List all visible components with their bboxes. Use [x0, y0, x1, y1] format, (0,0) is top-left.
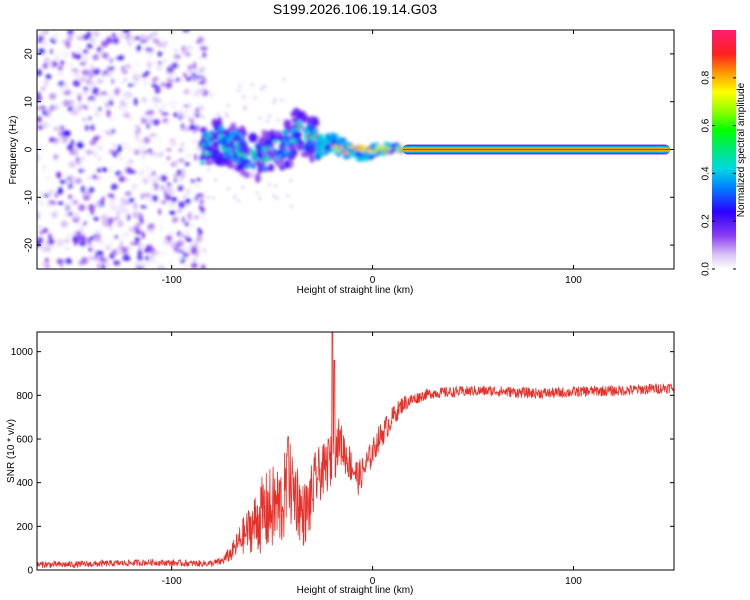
snr-y-axis-label: SNR (10 * v/v): [6, 419, 17, 483]
colorbar-tick-label: 0.2: [701, 214, 712, 228]
spectrogram-y-axis-label: Frequency (Hz): [8, 116, 19, 185]
spectrogram-x-tick-label: 0: [370, 275, 376, 286]
snr-y-tick-label: 800: [16, 391, 33, 402]
colorbar-ticks: 0.0 0.2 0.4 0.6 0.8: [701, 70, 736, 276]
figure-title: S199.2026.106.19.14.G03: [273, 1, 437, 17]
colorbar-tick-label: 0.6: [701, 118, 712, 132]
colorbar: 0.0 0.2 0.4 0.6 0.8 Normalized spectral ampl…: [701, 30, 747, 276]
spectrogram-x-ticks: -100 0 100: [162, 30, 582, 286]
spectrogram-y-tick-label: -20: [24, 237, 35, 252]
spectrogram-y-tick-label: 10: [24, 96, 35, 108]
colorbar-tick-label: 0.4: [701, 166, 712, 180]
spectrogram-x-tick-label: -100: [162, 275, 182, 286]
snr-y-tick-label: 600: [16, 434, 33, 445]
snr-x-ticks: -100 0 100: [162, 332, 582, 587]
snr-y-tick-label: 400: [16, 478, 33, 489]
steady-tone-band: [402, 144, 670, 155]
snr-y-tick-label: 200: [16, 522, 33, 533]
spectrogram-y-tick-label: -10: [24, 190, 35, 205]
spectrogram-y-ticks: -20 -10 0 10 20: [24, 48, 674, 252]
snr-x-tick-label: 0: [370, 576, 376, 587]
snr-panel: -100 0 100 0 200 400 600 800 1000 Height of str…: [6, 331, 675, 596]
spectrogram-y-tick-label: 0: [24, 146, 35, 152]
spectrogram-y-tick-label: 20: [24, 48, 35, 60]
snr-y-tick-label: 1000: [11, 347, 34, 358]
spectrogram-content: [37, 30, 670, 269]
colorbar-gradient: [712, 30, 736, 269]
snr-x-tick-label: -100: [162, 576, 182, 587]
spectrogram-blobs: [37, 30, 406, 269]
colorbar-tick-label: 0.8: [701, 70, 712, 84]
spectrogram-x-axis-label: Height of straight line (km): [297, 285, 414, 296]
spectrogram-x-tick-label: 100: [565, 275, 582, 286]
snr-y-ticks: 0 200 400 600 800 1000: [11, 347, 674, 577]
snr-x-axis-label: Height of straight line (km): [297, 585, 414, 596]
snr-x-tick-label: 100: [565, 576, 582, 587]
snr-frame: [36, 331, 675, 571]
snr-series-line: [37, 332, 674, 569]
colorbar-tick-label: 0.0: [701, 262, 712, 276]
snr-plot-area: [37, 332, 674, 570]
snr-y-tick-label: 0: [27, 566, 33, 577]
colorbar-label: Normalized spectral amplitude: [736, 82, 747, 217]
